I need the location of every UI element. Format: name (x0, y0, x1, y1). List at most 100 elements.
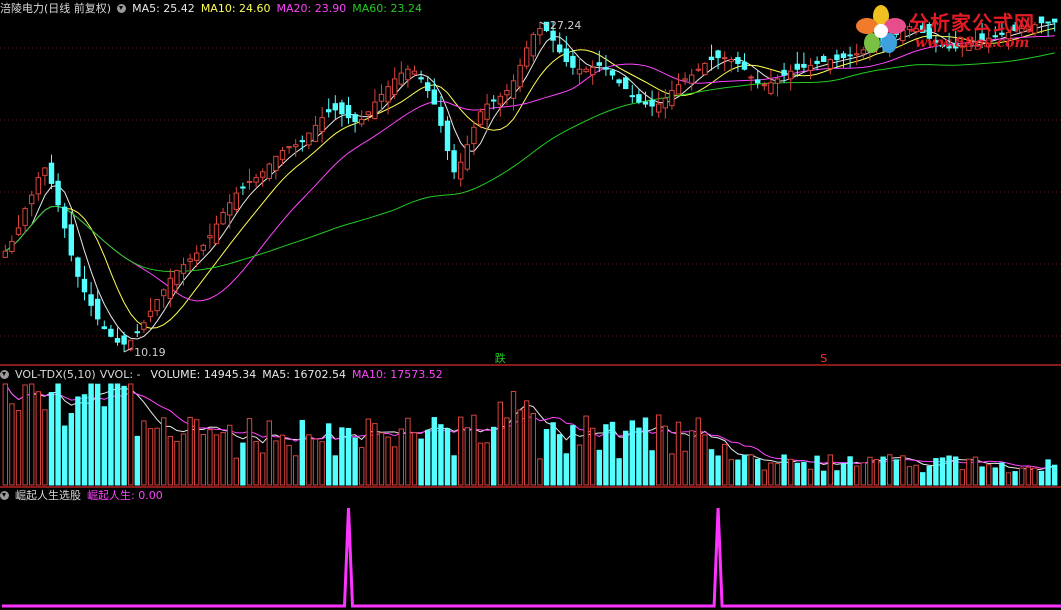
candle (642, 91, 649, 108)
candle (339, 99, 345, 127)
candle (543, 21, 550, 33)
candle (774, 74, 781, 97)
volume-bar (992, 467, 998, 486)
volume-bar (385, 436, 391, 486)
candle (411, 65, 418, 76)
candle (425, 76, 431, 98)
vvol-legend: VVOL: - (99, 368, 141, 381)
vol-ma10-line (4, 383, 1055, 469)
candlestick-series (2, 16, 1058, 352)
low-leader (123, 347, 133, 353)
volume-bar (847, 456, 853, 486)
volume-bar (411, 432, 418, 486)
volume-bar (339, 427, 345, 486)
volume-bar (530, 413, 536, 486)
volume-bar (246, 417, 253, 486)
candle (827, 58, 833, 75)
candle (101, 320, 107, 330)
indicator-name[interactable]: 崛起人生选股 (15, 489, 81, 502)
volume-bar (451, 455, 457, 486)
candle (596, 50, 602, 73)
candle (1005, 28, 1012, 50)
watermark-title: 分析家公式网 (909, 11, 1035, 35)
candle (378, 84, 385, 112)
volume-bar (722, 443, 728, 486)
candle (656, 91, 662, 118)
candle (741, 53, 748, 71)
candle (227, 194, 233, 229)
volume-bar (636, 427, 642, 486)
volume-bar (576, 444, 583, 486)
candle (418, 70, 424, 84)
vol-ma10-legend: MA10: 17573.52 (351, 368, 443, 381)
candle (1045, 21, 1051, 37)
candle (768, 69, 774, 96)
dropdown-icon[interactable] (0, 370, 9, 379)
candle (246, 168, 253, 190)
candle (154, 299, 160, 316)
volume-bar (398, 428, 405, 486)
volume-bar (378, 432, 385, 486)
volume-bar (570, 425, 576, 486)
volume-bar (141, 420, 147, 486)
volume-bar (794, 462, 800, 486)
dropdown-icon[interactable] (0, 491, 9, 500)
candle (75, 256, 81, 288)
candle (847, 46, 853, 68)
candle (906, 23, 913, 38)
volume-bar (986, 464, 992, 486)
volume-bar (946, 455, 952, 486)
volume-bar (880, 456, 886, 486)
ma60-legend: MA60: 23.24 (352, 2, 422, 15)
candle (570, 50, 576, 75)
volume-bar (537, 458, 543, 486)
volume-bar (543, 429, 550, 486)
volume-bar (233, 457, 240, 486)
candle (563, 36, 569, 67)
candle (722, 51, 728, 72)
candle (359, 110, 365, 127)
candle (649, 90, 655, 117)
candle (926, 22, 932, 45)
candle (29, 190, 35, 217)
volume-bar (702, 434, 708, 486)
candle (62, 202, 68, 238)
candle (161, 288, 167, 308)
volume-bar (1005, 472, 1012, 486)
volume-bar (484, 442, 490, 486)
dropdown-icon[interactable] (117, 4, 127, 13)
volume-bar (174, 440, 180, 486)
stock-title[interactable]: 涪陵电力(日线 前复权) (0, 2, 112, 15)
volume-bar (821, 470, 827, 486)
candle (992, 26, 998, 39)
volume-bar (1038, 470, 1045, 486)
volume-bar (801, 462, 807, 486)
candle (972, 28, 979, 49)
candle (187, 253, 193, 272)
vol-indicator-name[interactable]: VOL-TDX(5,10) (15, 368, 96, 381)
candle (174, 269, 180, 294)
candle (715, 49, 721, 70)
candle (728, 56, 734, 73)
candle (240, 182, 246, 196)
candle (821, 54, 827, 62)
ma10-line (5, 27, 1055, 329)
volume-bar (920, 472, 926, 486)
volume-bar (101, 406, 107, 486)
volume-bar (748, 454, 754, 486)
volume-bar (873, 459, 880, 486)
volume-bar (708, 449, 715, 486)
candle (576, 57, 583, 85)
candle (464, 135, 471, 172)
volume-ma-lines (4, 383, 1055, 471)
volume-bar (464, 427, 471, 486)
volume-bar (75, 396, 81, 486)
volume-bar (418, 438, 424, 486)
candle (609, 69, 616, 80)
volume-bar (167, 435, 174, 486)
candle (840, 51, 847, 68)
candle (590, 60, 596, 85)
volume-bar (352, 437, 358, 486)
volume-bar (392, 446, 398, 486)
